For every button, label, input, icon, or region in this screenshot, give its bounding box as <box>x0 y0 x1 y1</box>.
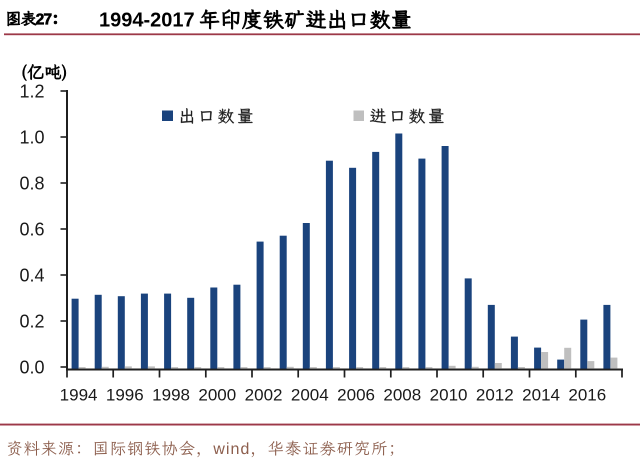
svg-text:1.0: 1.0 <box>19 128 44 148</box>
svg-text:0.6: 0.6 <box>19 220 44 240</box>
svg-text:2004: 2004 <box>291 386 329 405</box>
svg-text:2008: 2008 <box>383 386 421 405</box>
svg-text:1998: 1998 <box>152 386 190 405</box>
svg-text:2006: 2006 <box>337 386 375 405</box>
svg-text:2000: 2000 <box>198 386 236 405</box>
svg-text:1994: 1994 <box>60 386 98 405</box>
svg-text:1.2: 1.2 <box>19 82 44 102</box>
svg-text:0.0: 0.0 <box>19 358 44 378</box>
svg-text:2016: 2016 <box>568 386 606 405</box>
svg-text:2010: 2010 <box>430 386 468 405</box>
svg-text:0.8: 0.8 <box>19 174 44 194</box>
svg-text:2012: 2012 <box>476 386 514 405</box>
svg-text:0.2: 0.2 <box>19 312 44 332</box>
svg-text:2002: 2002 <box>245 386 283 405</box>
svg-text:2014: 2014 <box>522 386 560 405</box>
svg-text:1996: 1996 <box>106 386 144 405</box>
svg-text:0.4: 0.4 <box>19 266 44 286</box>
svg-text:1994-2017: 1994-2017 <box>99 10 195 32</box>
